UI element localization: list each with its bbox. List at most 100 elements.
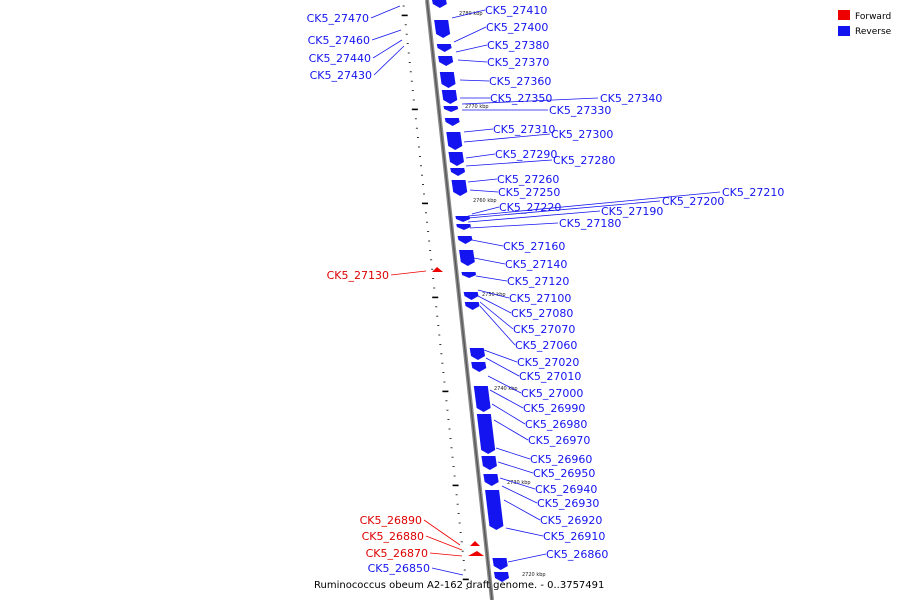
gene-label[interactable]: CK5_26990: [523, 402, 585, 415]
gene-label[interactable]: CK5_26940: [535, 483, 597, 496]
scale-label: 2730 kbp: [507, 480, 531, 486]
gene-label[interactable]: CK5_26870: [366, 547, 428, 560]
label-leader-lines: [370, 5, 721, 576]
gene-label[interactable]: CK5_27010: [519, 370, 581, 383]
gene-label[interactable]: CK5_27290: [495, 148, 557, 161]
leader-line: [371, 29, 402, 41]
gene-label[interactable]: CK5_27310: [493, 123, 555, 136]
leader-line: [477, 295, 512, 314]
leader-line: [485, 357, 520, 377]
leader-line: [467, 178, 498, 183]
gene-label[interactable]: CK5_27070: [513, 323, 575, 336]
gene-label[interactable]: CK5_27180: [559, 217, 621, 230]
gene-label[interactable]: CK5_26890: [360, 514, 422, 527]
gene-feature: [436, 44, 452, 52]
gene-label[interactable]: CK5_26930: [537, 497, 599, 510]
gene-feature: [469, 348, 485, 360]
gene-label[interactable]: CK5_26860: [546, 548, 608, 561]
gene-label[interactable]: CK5_27350: [490, 92, 552, 105]
leader-line: [473, 257, 506, 265]
leader-line: [477, 289, 510, 299]
gene-feature: [476, 414, 496, 454]
gene-label[interactable]: CK5_27020: [517, 356, 579, 369]
gene-label[interactable]: CK5_26920: [540, 514, 602, 527]
gene-label[interactable]: CK5_26960: [530, 453, 592, 466]
gene-label[interactable]: CK5_27220: [499, 201, 561, 214]
leader-line: [429, 552, 463, 557]
gene-label[interactable]: CK5_27160: [503, 240, 565, 253]
leader-line: [487, 375, 522, 394]
gene-label[interactable]: CK5_27200: [662, 195, 724, 208]
gene-feature: [481, 456, 497, 470]
gene-label[interactable]: CK5_27280: [553, 154, 615, 167]
gene-label[interactable]: CK5_27100: [509, 292, 571, 305]
leader-line: [471, 206, 500, 215]
gene-label[interactable]: CK5_27300: [551, 128, 613, 141]
gene-label[interactable]: CK5_27370: [487, 56, 549, 69]
gene-feature: [456, 224, 471, 230]
gene-label[interactable]: CK5_27440: [309, 52, 371, 65]
gene-label[interactable]: CK5_27190: [601, 205, 663, 218]
gene-label[interactable]: CK5_27130: [327, 269, 389, 282]
gene-feature: [448, 152, 464, 166]
leader-line: [423, 519, 461, 546]
gene-label[interactable]: CK5_27460: [308, 34, 370, 47]
leader-line: [507, 553, 547, 563]
gene-label[interactable]: CK5_26880: [362, 530, 424, 543]
gene-feature: [457, 236, 473, 244]
gene-label[interactable]: CK5_26980: [525, 418, 587, 431]
scale-label: 2770 kbp: [465, 104, 489, 110]
gene-feature: [443, 106, 459, 112]
gene-feature: [492, 558, 508, 570]
gene-label[interactable]: CK5_27340: [600, 92, 662, 105]
gene-feature: [446, 132, 463, 150]
gene-label[interactable]: CK5_26850: [368, 562, 430, 575]
gene-label[interactable]: CK5_27140: [505, 258, 567, 271]
leader-line: [491, 403, 526, 425]
gene-label[interactable]: CK5_27210: [722, 186, 784, 199]
leader-line: [467, 191, 721, 217]
gene-label[interactable]: CK5_27000: [521, 387, 583, 400]
gene-label[interactable]: CK5_27430: [310, 69, 372, 82]
legend-swatch-reverse: [838, 26, 850, 36]
leader-line: [457, 59, 488, 63]
legend-label-reverse: Reverse: [855, 27, 892, 37]
scale-label: 2760 kbp: [473, 198, 497, 204]
gene-label[interactable]: CK5_27260: [497, 173, 559, 186]
gene-label[interactable]: CK5_26950: [533, 467, 595, 480]
leader-line: [493, 419, 529, 441]
gene-label[interactable]: CK5_27400: [486, 21, 548, 34]
leader-line: [471, 239, 504, 247]
leader-line: [497, 461, 534, 474]
gene-label[interactable]: CK5_27330: [549, 104, 611, 117]
gene-label[interactable]: CK5_27470: [307, 12, 369, 25]
leader-line: [475, 275, 508, 282]
leader-line: [503, 499, 541, 521]
gene-label[interactable]: CK5_27080: [511, 307, 573, 320]
leader-line: [451, 9, 486, 19]
gene-label[interactable]: CK5_26910: [543, 530, 605, 543]
leader-line: [479, 301, 514, 330]
gene-label[interactable]: CK5_27060: [515, 339, 577, 352]
scale-label: 2720 kbp: [522, 572, 546, 578]
scale-label: 2740 kbp: [494, 386, 518, 392]
gene-label[interactable]: CK5_27250: [498, 186, 560, 199]
gene-feature: [432, 0, 447, 8]
leader-line: [455, 44, 488, 53]
gene-features: [432, 0, 510, 582]
gene-feature: [463, 292, 479, 300]
gene-feature: [459, 250, 475, 266]
leader-line: [463, 128, 494, 133]
gene-label[interactable]: CK5_27410: [485, 4, 547, 17]
gene-label[interactable]: CK5_27380: [487, 39, 549, 52]
leader-line: [459, 79, 490, 82]
leader-line: [461, 97, 599, 105]
gene-feature: [441, 90, 458, 104]
gene-label[interactable]: CK5_27360: [489, 75, 551, 88]
leader-line: [501, 485, 538, 504]
leader-line: [431, 567, 464, 576]
gene-label[interactable]: CK5_27120: [507, 275, 569, 288]
gene-label[interactable]: CK5_26970: [528, 434, 590, 447]
leader-line: [425, 535, 463, 551]
